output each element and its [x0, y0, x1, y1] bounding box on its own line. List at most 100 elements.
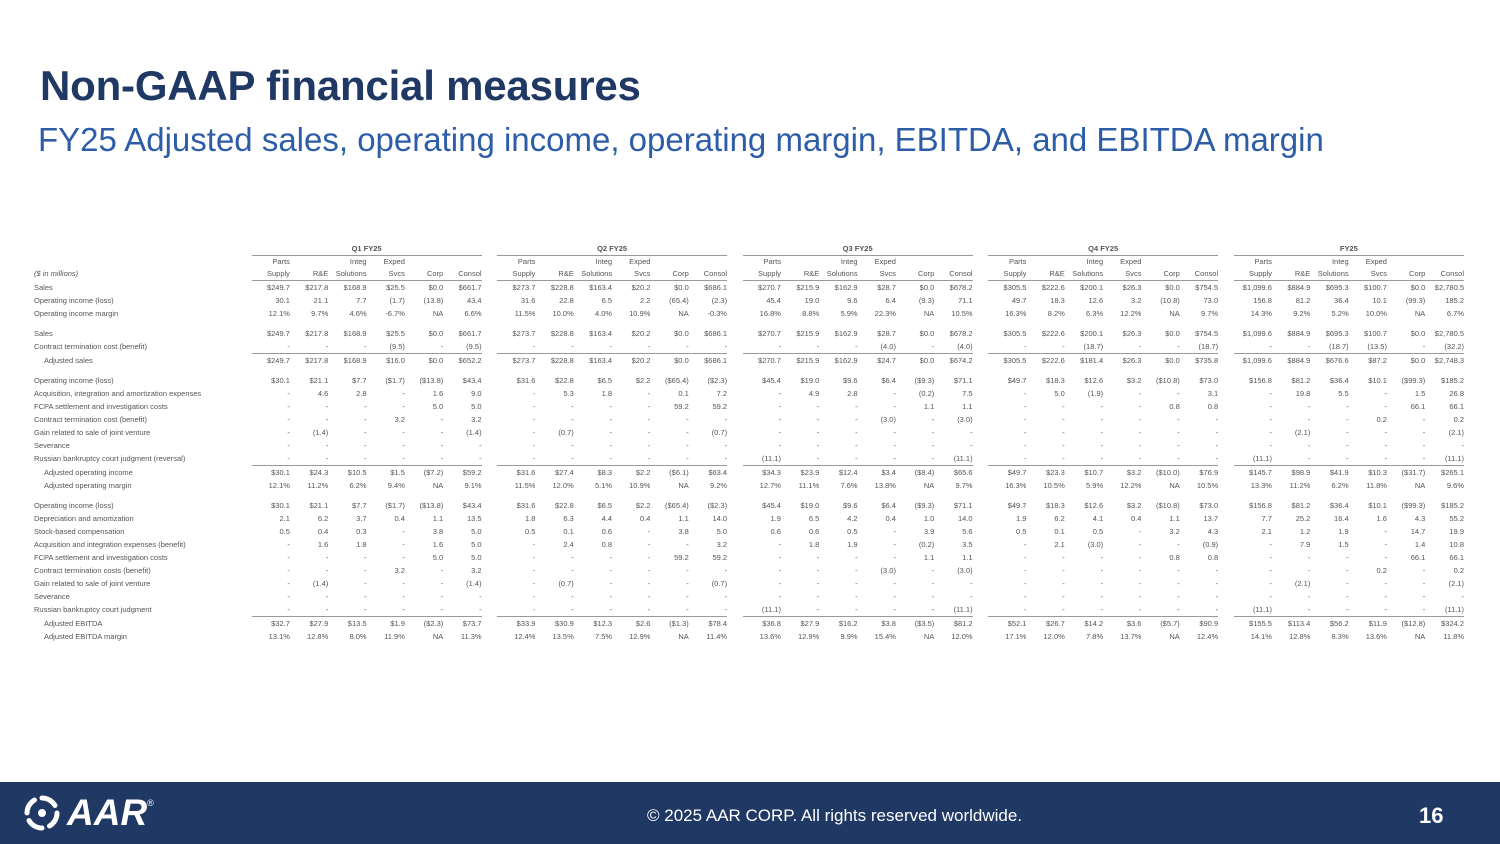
table-cell: $33.9 [497, 616, 536, 630]
table-cell: - [1384, 389, 1387, 398]
table-cell: 5.3 [563, 389, 574, 398]
table-cell: - [816, 342, 820, 351]
table-cell: - [402, 605, 405, 614]
column-gap [1218, 374, 1234, 387]
table-cell: $31.6 [516, 376, 536, 385]
table-cell: $26.3 [1122, 283, 1142, 292]
table-cell: $0.0 [1386, 353, 1426, 367]
table-cell: ($7.2) [404, 465, 444, 479]
table-cell: $76.9 [1179, 465, 1219, 479]
column-gap [482, 256, 498, 269]
column-gap [973, 499, 989, 512]
column-gap [727, 374, 743, 387]
table-cell: - [1177, 579, 1180, 588]
table-cell: 8.8% [802, 309, 820, 318]
table-cell: $11.9 [1348, 616, 1387, 630]
segment-header-bottom: Consol [688, 268, 728, 281]
table-cell: $0.0 [1141, 353, 1180, 367]
table-cell: $49.7 [988, 465, 1027, 479]
table-cell: 9.7% [955, 481, 973, 490]
table-cell: $10.5 [328, 465, 367, 479]
table-cell: - [931, 454, 935, 463]
table-cell: - [686, 566, 689, 575]
table-cell: ($99.3) [1401, 376, 1426, 385]
table-cell: - [609, 454, 613, 463]
column-gap [973, 564, 989, 577]
table-cell: - [532, 389, 536, 398]
row-label: Adjusted EBITDA margin [44, 632, 127, 641]
table-cell: - [364, 415, 367, 424]
table-cell: $81.2 [1291, 376, 1311, 385]
segment-header-top: Parts [1008, 257, 1027, 266]
row-label: Russian bankruptcy court judgment (rever… [34, 454, 186, 464]
table-cell: - [778, 553, 781, 562]
table-cell: 0.8 [1169, 553, 1180, 562]
table-cell: - [1346, 605, 1349, 614]
column-gap [482, 466, 498, 480]
table-cell: 11.8% [1443, 632, 1464, 641]
row-label: Acquisition, integration and amortizatio… [34, 389, 202, 398]
row-label: Acquisition and integration expenses (be… [34, 540, 186, 549]
table-cell: 10.5% [1196, 481, 1219, 490]
column-gap [973, 466, 989, 480]
table-cell: - [1269, 402, 1272, 411]
table-cell: - [1422, 342, 1426, 351]
table-cell: 14.1% [1250, 632, 1272, 641]
segment-header-top: Integ [840, 257, 858, 266]
table-cell: $25.5 [386, 283, 405, 292]
table-cell: - [287, 415, 290, 424]
table-cell: - [325, 342, 329, 351]
table-cell: 3.2 [471, 415, 482, 424]
table-cell: 66.1 [1410, 553, 1426, 562]
table-cell: - [364, 592, 367, 601]
table-cell: 12.4% [514, 632, 536, 641]
table-cell: 11.9% [384, 632, 405, 641]
table-cell: 0.8 [601, 540, 613, 549]
table-cell: $2.2 [612, 465, 651, 479]
table-cell: 12.2% [1120, 481, 1142, 490]
table-row: Adjusted operating margin 12.1% 11.2% 6.2% 9… [34, 479, 1464, 492]
table-cell: - [931, 579, 935, 588]
table-cell: $324.2 [1425, 616, 1464, 630]
table-cell: (13.5) [1367, 342, 1387, 351]
units-label: ($ in millions) [34, 269, 79, 279]
table-cell: - [1215, 454, 1219, 463]
table-cell: 26.8 [1449, 389, 1464, 398]
table-cell: 16.3% [1005, 481, 1027, 490]
table-cell: - [1138, 428, 1142, 437]
table-cell: (0.2) [918, 389, 935, 398]
table-cell: 0.5 [279, 527, 290, 536]
table-cell: - [1346, 579, 1349, 588]
table-cell: $2.2 [635, 501, 651, 510]
table-cell: ($65.4) [664, 376, 689, 385]
table-cell: (9.5) [389, 342, 405, 351]
table-cell: - [1023, 592, 1027, 601]
table-cell: - [571, 592, 574, 601]
column-gap [482, 426, 498, 439]
table-cell: - [532, 592, 536, 601]
table-cell: $36.4 [1329, 501, 1349, 510]
table-cell: - [647, 454, 651, 463]
table-cell: - [816, 454, 820, 463]
segment-header-bottom: Solutions [819, 268, 858, 281]
table-cell: 1.9 [847, 540, 858, 549]
table-cell: $217.8 [305, 329, 329, 338]
table-cell: - [855, 454, 858, 463]
table-cell: ($8.4) [895, 465, 935, 479]
table-cell: - [364, 605, 367, 614]
table-cell: 13.1% [268, 632, 290, 641]
table-cell: 0.6 [601, 527, 613, 536]
table-cell: 6.2% [349, 481, 367, 490]
table-cell: - [364, 342, 367, 351]
table-cell: - [1100, 553, 1104, 562]
table-cell: - [1307, 402, 1311, 411]
table-cell: (2.1) [1448, 579, 1464, 588]
table-cell: (11.1) [1252, 605, 1272, 614]
table-cell: - [1215, 605, 1219, 614]
table-cell: - [893, 579, 896, 588]
table-cell: 18.3 [1050, 296, 1065, 305]
table-cell: 6.3% [1086, 309, 1104, 318]
table-cell: - [1177, 592, 1180, 601]
segment-header-bottom: R&E [1026, 268, 1065, 281]
table-cell: 6.2% [1331, 481, 1349, 490]
